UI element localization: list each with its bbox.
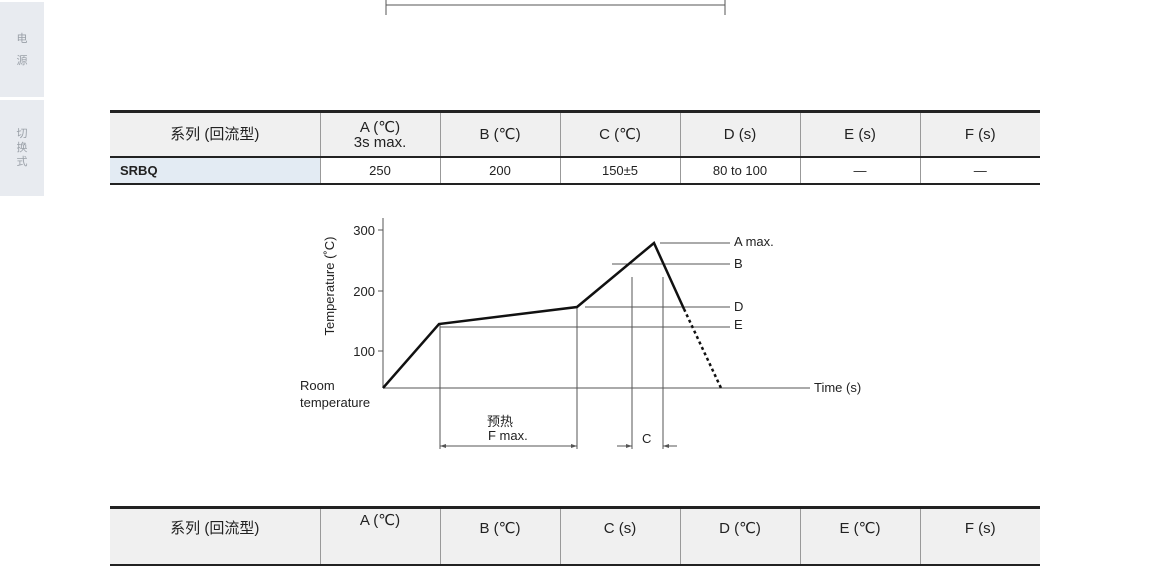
cell: 80 to 100: [679, 157, 800, 184]
y-tick: 200: [353, 284, 375, 299]
level-b-label: B: [734, 256, 743, 271]
reflow-diagram: 300 200 100 Temperature (˚C) Room temper…: [300, 0, 861, 449]
room-label: Room: [300, 378, 335, 393]
header-b: B (℃): [439, 507, 560, 565]
header-f: F (s): [919, 507, 1040, 565]
header-f: F (s): [919, 111, 1040, 157]
room-label: temperature: [300, 395, 370, 410]
level-a-label: A max.: [734, 234, 774, 249]
side-tab-char: 式: [16, 156, 28, 168]
cell: 200: [439, 157, 560, 184]
y-tick: 100: [353, 344, 375, 359]
header-d: D (℃): [679, 507, 800, 565]
cell: —: [799, 157, 920, 184]
header-e: E (℃): [799, 507, 920, 565]
cell: 250: [319, 157, 440, 184]
header-c: C (s): [559, 507, 680, 565]
cell: —: [919, 157, 1040, 184]
header-a: A (℃): [319, 507, 440, 565]
y-tick: 300: [353, 223, 375, 238]
side-tab-char: 切: [16, 128, 28, 140]
header-e: E (s): [799, 111, 920, 157]
level-d-label: D: [734, 299, 743, 314]
level-e-label: E: [734, 317, 743, 332]
header-c: C (℃): [559, 111, 680, 157]
y-axis-label: Temperature (˚C): [322, 237, 337, 336]
header-b: B (℃): [439, 111, 560, 157]
header-a: A (℃) 3s max.: [319, 111, 440, 157]
x-axis-label: Time (s): [814, 380, 861, 395]
cell: 150±5: [559, 157, 680, 184]
side-tab-power[interactable]: 电 源: [0, 2, 44, 97]
c-label: C: [642, 431, 651, 446]
side-tab-char: 源: [16, 54, 28, 67]
header-series: 系列 (回流型): [110, 507, 320, 565]
table-row: SRBQ 250 200 150±5 80 to 100 — —: [110, 157, 1040, 184]
cooling-dotted: [682, 308, 723, 389]
reflow-table-1: 系列 (回流型) A (℃) 3s max. B (℃) C (℃) D (s) …: [110, 110, 1040, 185]
header-series: 系列 (回流型): [110, 111, 320, 157]
top-dimension-line: [385, 0, 726, 15]
side-tab-switching[interactable]: 切 换 式: [0, 100, 44, 196]
side-tab-char: 换: [16, 142, 28, 154]
side-tab-char: 电: [16, 32, 28, 45]
header-d: D (s): [679, 111, 800, 157]
reflow-table-2: 系列 (回流型) A (℃) B (℃) C (s) D (℃) E (℃) F…: [110, 506, 1040, 566]
preheat-label: 预热: [487, 414, 513, 429]
cell-series: SRBQ: [110, 157, 320, 184]
temperature-profile: [382, 240, 686, 389]
f-label: F max.: [488, 428, 528, 443]
